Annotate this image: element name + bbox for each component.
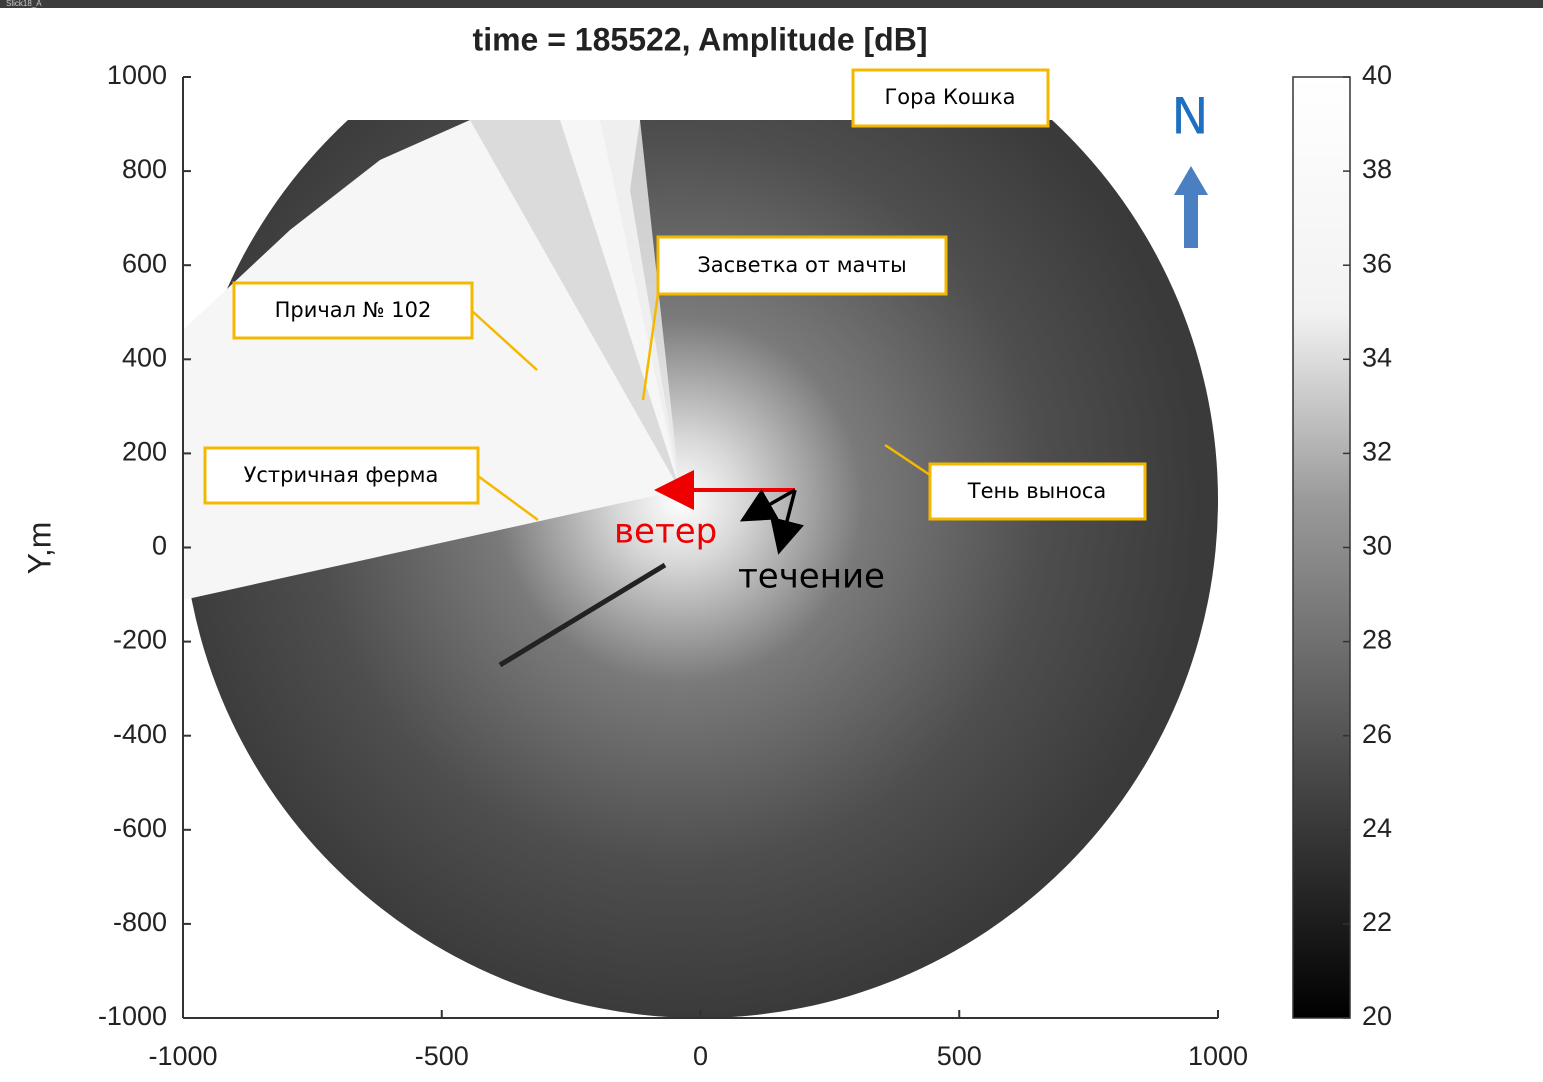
annotation: Устричная ферма	[244, 463, 439, 487]
y-tick-label: 600	[122, 248, 167, 278]
annotation: Гора Кошка	[884, 85, 1015, 109]
colorbar-tick-label: 36	[1362, 248, 1392, 278]
window-title: Slick18_A	[6, 0, 42, 8]
x-tick-label: 500	[937, 1041, 982, 1071]
colorbar-tick-label: 24	[1362, 813, 1392, 843]
x-tick-label: -500	[415, 1041, 469, 1071]
colorbar-tick-label: 28	[1362, 625, 1392, 655]
y-tick-label: 200	[122, 437, 167, 467]
window-bar	[0, 0, 1543, 8]
colorbar-tick-label: 26	[1362, 719, 1392, 749]
x-tick-label: -1000	[148, 1041, 217, 1071]
y-tick-label: -1000	[98, 1001, 167, 1031]
colorbar-tick-label: 34	[1362, 342, 1392, 372]
y-tick-label: -800	[113, 907, 167, 937]
colorbar	[1293, 77, 1350, 1018]
y-axis-label: Y,m	[21, 522, 57, 575]
y-tick-label: -400	[113, 719, 167, 749]
colorbar-tick-label: 38	[1362, 154, 1392, 184]
current-label: течение	[738, 557, 885, 597]
x-tick-label: 1000	[1188, 1041, 1248, 1071]
north-label: N	[1171, 88, 1208, 146]
colorbar-tick-label: 32	[1362, 437, 1392, 467]
y-tick-label: -200	[113, 625, 167, 655]
chart-title: time = 185522, Amplitude [dB]	[473, 21, 928, 57]
annotation: Засветка от мачты	[697, 253, 906, 277]
y-tick-label: 0	[152, 531, 167, 561]
colorbar-tick-label: 22	[1362, 907, 1392, 937]
annotation: Причал № 102	[275, 298, 432, 322]
y-tick-label: -600	[113, 813, 167, 843]
colorbar-tick-label: 20	[1362, 1001, 1392, 1031]
y-tick-label: 1000	[107, 60, 167, 90]
y-tick-label: 400	[122, 342, 167, 372]
annotation: Тень выноса	[967, 479, 1106, 503]
chart: Slick18_A time = 185522, Amplitude [dB] …	[0, 0, 1543, 1077]
north-arrow	[1174, 166, 1208, 248]
page: Slick18_A time = 185522, Amplitude [dB] …	[0, 0, 1543, 1077]
x-tick-label: 0	[693, 1041, 708, 1071]
y-tick-label: 800	[122, 154, 167, 184]
colorbar-tick-label: 40	[1362, 60, 1392, 90]
wind-label: ветер	[614, 512, 717, 552]
colorbar-tick-label: 30	[1362, 531, 1392, 561]
